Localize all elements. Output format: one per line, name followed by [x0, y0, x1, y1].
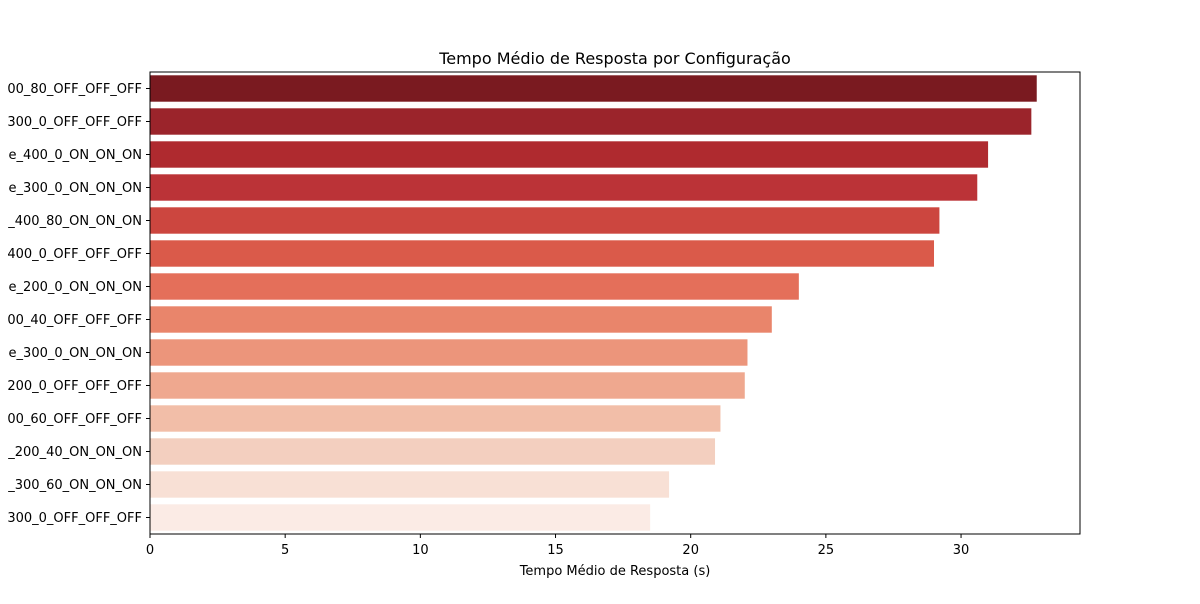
y-tick-label: e_300_0_ON_ON_ON	[9, 346, 142, 361]
bar-13	[150, 504, 651, 531]
y-tick-label: 00_40_OFF_OFF_OFF	[7, 313, 142, 328]
bar-6	[150, 273, 799, 300]
bar-10	[150, 405, 721, 432]
y-tick-label: e_200_0_ON_ON_ON	[9, 280, 142, 295]
bar-1	[150, 108, 1032, 135]
bar-11	[150, 438, 716, 465]
bar-4	[150, 207, 940, 234]
x-axis-label: Tempo Médio de Resposta (s)	[519, 564, 711, 579]
y-tick-label: 300_0_OFF_OFF_OFF	[7, 511, 142, 526]
bars-group	[150, 75, 1037, 531]
bar-7	[150, 306, 772, 333]
bar-9	[150, 372, 745, 399]
bar-8	[150, 339, 748, 366]
y-tick-label: 00_80_OFF_OFF_OFF	[7, 82, 142, 97]
y-tick-label: e_400_0_ON_ON_ON	[9, 148, 142, 163]
y-tick-label: 400_0_OFF_OFF_OFF	[7, 247, 142, 262]
y-tick-label: _400_80_ON_ON_ON	[7, 214, 142, 229]
y-tick-label: e_300_0_ON_ON_ON	[9, 181, 142, 196]
y-tick-label: 00_60_OFF_OFF_OFF	[7, 412, 142, 427]
bar-0	[150, 75, 1037, 102]
bar-2	[150, 141, 989, 168]
y-tick-label: 200_0_OFF_OFF_OFF	[7, 379, 142, 394]
x-tick-label: 30	[953, 543, 970, 558]
y-tick-labels: 00_80_OFF_OFF_OFF 300_0_OFF_OFF_OFF e_400_…	[7, 82, 150, 526]
chart-title: Tempo Médio de Resposta por Configuração	[438, 49, 791, 68]
bar-3	[150, 174, 978, 201]
bar-12	[150, 471, 670, 498]
x-tick-label: 20	[682, 543, 699, 558]
y-tick-label: _200_40_ON_ON_ON	[7, 445, 142, 460]
x-tick-label: 15	[547, 543, 564, 558]
x-ticks: 0 5 10 15 20 25 30	[146, 534, 969, 558]
x-tick-label: 10	[412, 543, 429, 558]
y-tick-label: _300_60_ON_ON_ON	[7, 478, 142, 493]
plot-frame	[149, 71, 1081, 535]
x-tick-label: 0	[146, 543, 154, 558]
x-tick-label: 5	[281, 543, 289, 558]
x-tick-label: 25	[818, 543, 835, 558]
bar-5	[150, 240, 935, 267]
y-tick-label: 300_0_OFF_OFF_OFF	[7, 115, 142, 130]
